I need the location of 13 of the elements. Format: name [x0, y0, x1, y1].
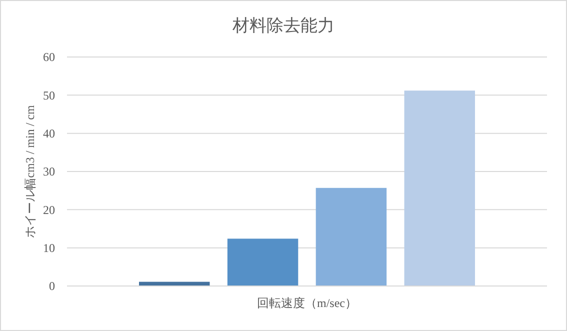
chart-title: 材料除去能力 [232, 16, 334, 35]
y-tick-label: 10 [43, 241, 55, 256]
bar [227, 238, 298, 286]
bar [404, 90, 475, 286]
y-axis-title: ホイール幅cm3 / min / cm [23, 104, 37, 238]
bar [316, 188, 387, 286]
y-tick-label: 40 [43, 126, 55, 141]
y-tick-label: 0 [49, 279, 55, 294]
y-tick-label: 20 [43, 202, 55, 217]
y-tick-label: 50 [43, 88, 55, 102]
y-tick-label: 60 [43, 50, 55, 64]
y-tick-label: 30 [43, 164, 55, 179]
x-axis-title: 回転速度（m/sec） [257, 296, 357, 310]
